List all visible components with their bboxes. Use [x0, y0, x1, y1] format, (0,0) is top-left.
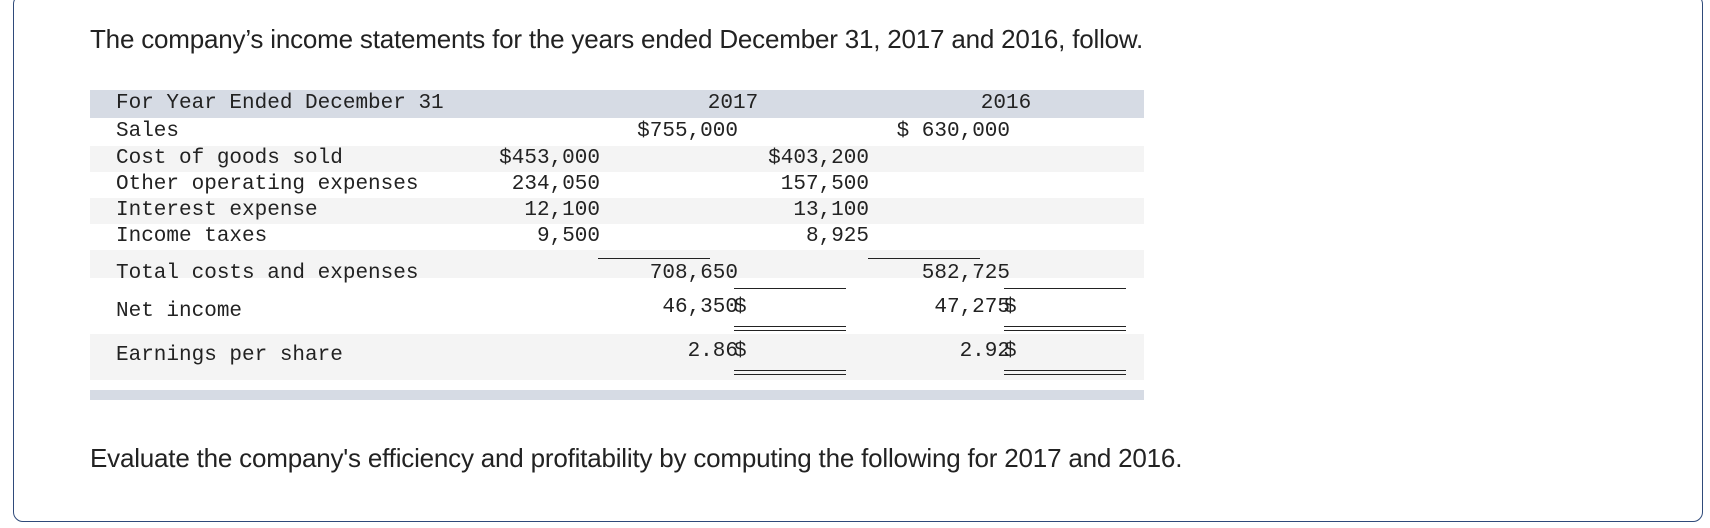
opex-2017: 234,050: [511, 173, 600, 196]
year-2017-header: 2017: [707, 92, 759, 115]
header-label: For Year Ended December 31: [116, 92, 444, 115]
eps-2016: 2.92: [959, 340, 1010, 363]
cogs-2017: $453,000: [499, 147, 600, 170]
sales-label: Sales: [116, 120, 180, 143]
eps-2017-dollar: $: [734, 340, 747, 363]
detail-underline-2017: [598, 258, 710, 259]
row-band: [90, 198, 1144, 224]
eps-2016-dollar: $: [1004, 340, 1017, 363]
total-underline-2016: [1004, 288, 1126, 289]
total-costs-label: Total costs and expenses: [116, 262, 419, 285]
opex-label: Other operating expenses: [116, 173, 419, 196]
intro-text: The company’s income statements for the …: [90, 24, 1144, 54]
sales-2016: $ 630,000: [896, 120, 1010, 143]
eps-2017: 2.86: [687, 340, 738, 363]
cogs-label: Cost of goods sold: [116, 147, 343, 170]
taxes-2017: 9,500: [536, 225, 600, 248]
income-statement-table: For Year Ended December 31 2017 2016 Sal…: [90, 90, 1144, 400]
cogs-2016: $403,200: [768, 147, 869, 170]
net-income-label: Net income: [116, 300, 243, 323]
eps-double-underline-2017: [734, 370, 846, 375]
row-band: [90, 146, 1144, 172]
total-costs-2017: 708,650: [649, 262, 738, 285]
detail-underline-2016: [868, 258, 980, 259]
net-income-2017: 46,350: [662, 296, 738, 319]
outro-text: Evaluate the company's efficiency and pr…: [90, 443, 1183, 473]
header-band: [90, 90, 1144, 118]
eps-double-underline-2016: [1004, 370, 1126, 375]
sales-2017: $755,000: [637, 120, 738, 143]
net-income-2016-dollar: $: [1004, 296, 1017, 319]
eps-label: Earnings per share: [116, 344, 343, 367]
taxes-label: Income taxes: [116, 225, 268, 248]
net-income-2016: 47,275: [934, 296, 1010, 319]
net-income-double-underline-2016: [1004, 326, 1126, 331]
year-2016-header: 2016: [980, 92, 1032, 115]
interest-label: Interest expense: [116, 199, 318, 222]
taxes-2016: 8,925: [805, 225, 869, 248]
row-band: [90, 250, 1144, 278]
opex-2016: 157,500: [780, 173, 869, 196]
net-income-double-underline-2017: [734, 326, 846, 331]
total-underline-2017: [734, 288, 846, 289]
total-costs-2016: 582,725: [921, 262, 1010, 285]
row-band: [90, 334, 1144, 380]
interest-2017: 12,100: [524, 199, 600, 222]
interest-2016: 13,100: [793, 199, 869, 222]
footer-band: [90, 390, 1144, 400]
net-income-2017-dollar: $: [734, 296, 747, 319]
